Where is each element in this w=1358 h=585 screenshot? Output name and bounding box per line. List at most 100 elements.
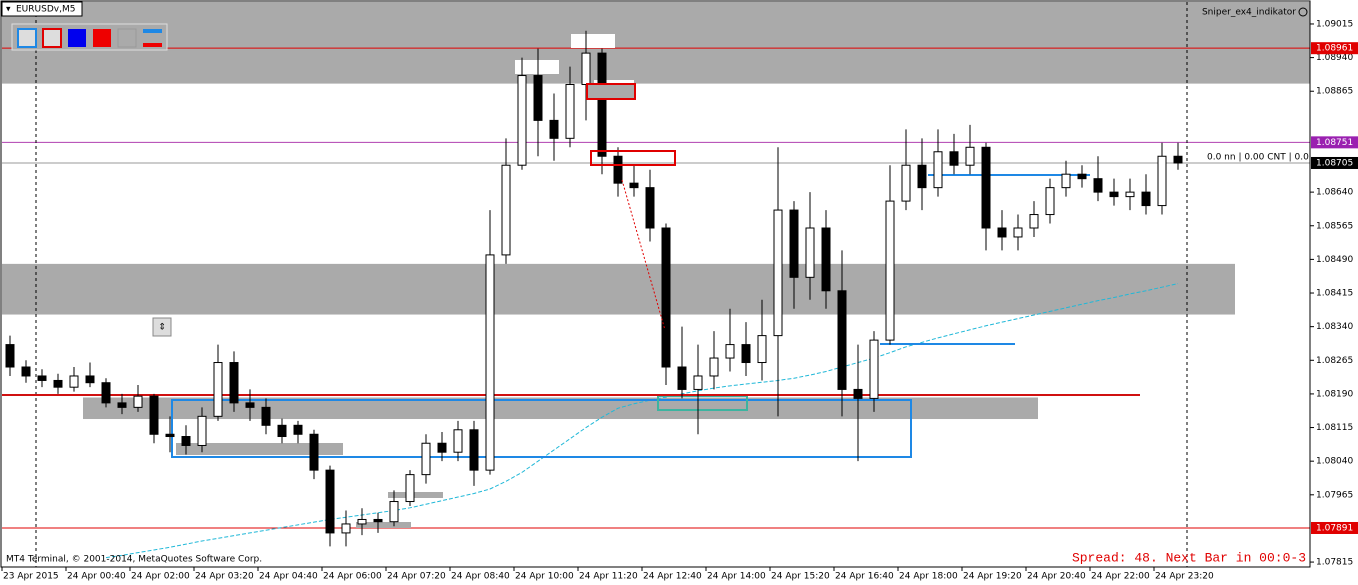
price-label: 1.07891 bbox=[1316, 523, 1353, 533]
y-tick-label: 1.08565 bbox=[1316, 221, 1353, 231]
candle-body bbox=[453, 429, 463, 453]
candle-body bbox=[277, 424, 287, 438]
status-text: Spread: 48. Next Bar in 00:0-3 bbox=[1072, 550, 1306, 565]
symbol-label: EURUSDv,M5 bbox=[16, 5, 75, 15]
candle-body bbox=[181, 436, 191, 446]
symbol-arrow: ▾ bbox=[6, 5, 11, 15]
candle-body bbox=[37, 375, 47, 381]
y-tick-label: 1.08490 bbox=[1316, 255, 1353, 265]
candle-body bbox=[1157, 155, 1167, 207]
candle-body bbox=[389, 501, 399, 523]
price-label-box bbox=[1311, 42, 1358, 55]
candle-body bbox=[869, 339, 879, 399]
candle-body bbox=[309, 433, 319, 471]
candle-body bbox=[533, 75, 543, 121]
candle-body bbox=[1013, 227, 1023, 238]
candle-body bbox=[613, 155, 623, 184]
candle-body bbox=[629, 182, 639, 189]
x-tick-label: 24 Apr 16:40 bbox=[835, 572, 894, 582]
candle-body bbox=[149, 395, 159, 435]
candle-body bbox=[469, 429, 479, 471]
zone bbox=[83, 397, 1038, 420]
x-tick-label: 23 Apr 2015 bbox=[3, 572, 59, 582]
marker bbox=[594, 80, 634, 85]
candle-body bbox=[1173, 155, 1183, 164]
candle-body bbox=[805, 227, 815, 278]
candle-body bbox=[933, 151, 943, 189]
candle-body bbox=[517, 75, 527, 166]
candle-body bbox=[373, 518, 383, 523]
y-tick-label: 1.08415 bbox=[1316, 289, 1353, 299]
y-tick-label: 1.08115 bbox=[1316, 423, 1353, 433]
zone bbox=[176, 443, 343, 455]
candle-body bbox=[485, 254, 495, 471]
candle-body bbox=[549, 119, 559, 139]
color-button[interactable] bbox=[42, 28, 62, 48]
x-tick-label: 24 Apr 18:00 bbox=[899, 572, 958, 582]
candle-body bbox=[1029, 214, 1039, 229]
candle-body bbox=[5, 344, 15, 368]
x-tick-label: 24 Apr 15:20 bbox=[771, 572, 830, 582]
candle-body bbox=[757, 335, 767, 364]
candle-body bbox=[341, 523, 351, 534]
x-tick-label: 24 Apr 07:20 bbox=[387, 572, 446, 582]
color-button[interactable] bbox=[17, 28, 37, 48]
x-tick-label: 24 Apr 02:00 bbox=[131, 572, 190, 582]
order-box bbox=[590, 150, 676, 166]
line-button[interactable] bbox=[143, 29, 162, 33]
moving-average bbox=[105, 283, 1179, 559]
line-button[interactable] bbox=[143, 43, 162, 47]
candle-body bbox=[661, 227, 671, 368]
candle-body bbox=[437, 442, 447, 453]
candle-body bbox=[821, 227, 831, 292]
x-tick-label: 24 Apr 11:20 bbox=[579, 572, 638, 582]
y-tick-label: 1.07965 bbox=[1316, 490, 1353, 500]
candle-body bbox=[773, 209, 783, 337]
candle-body bbox=[421, 442, 431, 476]
zone bbox=[2, 2, 1310, 84]
copyright: MT4 Terminal, © 2001-2014, MetaQuotes So… bbox=[6, 555, 262, 565]
candles-layer bbox=[5, 30, 1183, 547]
icon-button[interactable] bbox=[152, 317, 172, 337]
candle-body bbox=[261, 406, 271, 426]
color-button[interactable] bbox=[68, 29, 86, 47]
range-box bbox=[171, 399, 912, 458]
candle-body bbox=[1061, 173, 1071, 189]
y-tick-label: 1.08640 bbox=[1316, 188, 1353, 198]
candle-body bbox=[357, 518, 367, 525]
color-button[interactable] bbox=[93, 29, 111, 47]
price-label-box bbox=[1311, 136, 1358, 149]
candle-body bbox=[901, 164, 911, 202]
candle-body bbox=[53, 379, 63, 388]
candle-body bbox=[997, 227, 1007, 238]
y-tick-label: 1.07815 bbox=[1316, 558, 1353, 568]
candle-body bbox=[837, 290, 847, 390]
candle-body bbox=[693, 375, 703, 390]
y-tick-label: 1.08940 bbox=[1316, 53, 1353, 63]
candle-body bbox=[677, 366, 687, 390]
y-tick-label: 1.09015 bbox=[1316, 19, 1353, 29]
color-button[interactable] bbox=[117, 28, 137, 48]
icon-glyph: ⇕ bbox=[158, 323, 166, 333]
x-tick-label: 24 Apr 10:00 bbox=[515, 572, 574, 582]
candle-body bbox=[709, 357, 719, 377]
candle-body bbox=[133, 395, 143, 408]
candle-body bbox=[1045, 187, 1055, 216]
price-label-box bbox=[1311, 156, 1358, 169]
candle-body bbox=[69, 375, 79, 388]
candle-body bbox=[405, 474, 415, 503]
order-box bbox=[586, 83, 636, 100]
toolbar bbox=[11, 23, 168, 51]
candle-body bbox=[597, 52, 607, 157]
price-label: 1.08961 bbox=[1316, 44, 1353, 54]
candle-body bbox=[1077, 173, 1087, 180]
y-tick-label: 1.08040 bbox=[1316, 457, 1353, 467]
x-tick-label: 24 Apr 03:20 bbox=[195, 572, 254, 582]
zone bbox=[388, 492, 443, 498]
price-label: 1.08751 bbox=[1316, 138, 1353, 148]
x-tick-label: 24 Apr 08:40 bbox=[451, 572, 510, 582]
y-tick-label: 1.08340 bbox=[1316, 322, 1353, 332]
candle-body bbox=[1093, 178, 1103, 193]
marker bbox=[515, 60, 559, 74]
candle-body bbox=[101, 382, 111, 404]
